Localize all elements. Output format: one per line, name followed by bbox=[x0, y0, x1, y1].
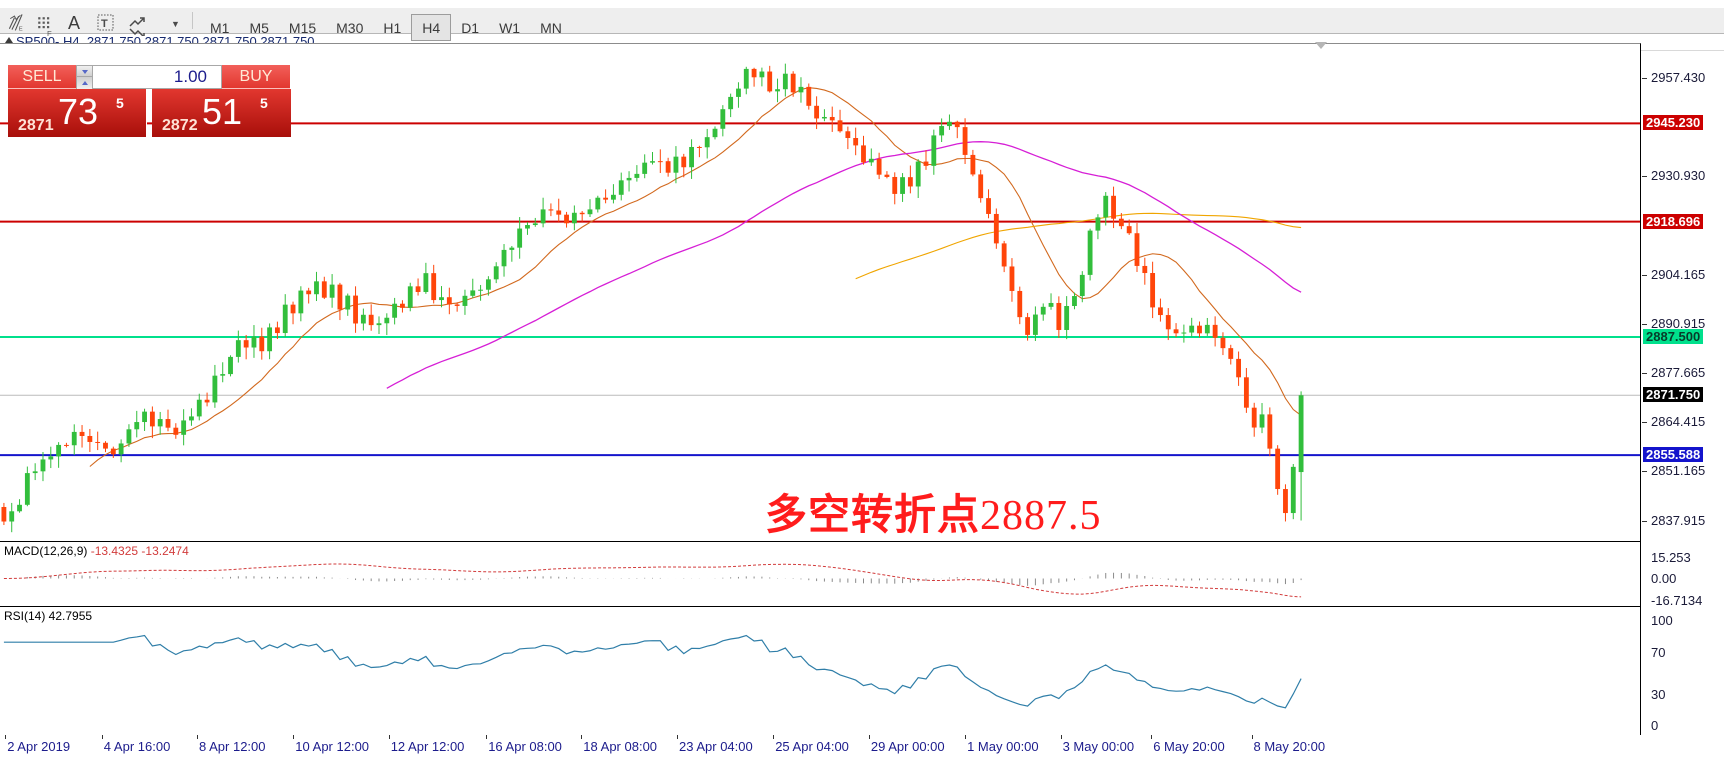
svg-text:T: T bbox=[101, 18, 108, 30]
svg-text:E: E bbox=[19, 26, 23, 32]
